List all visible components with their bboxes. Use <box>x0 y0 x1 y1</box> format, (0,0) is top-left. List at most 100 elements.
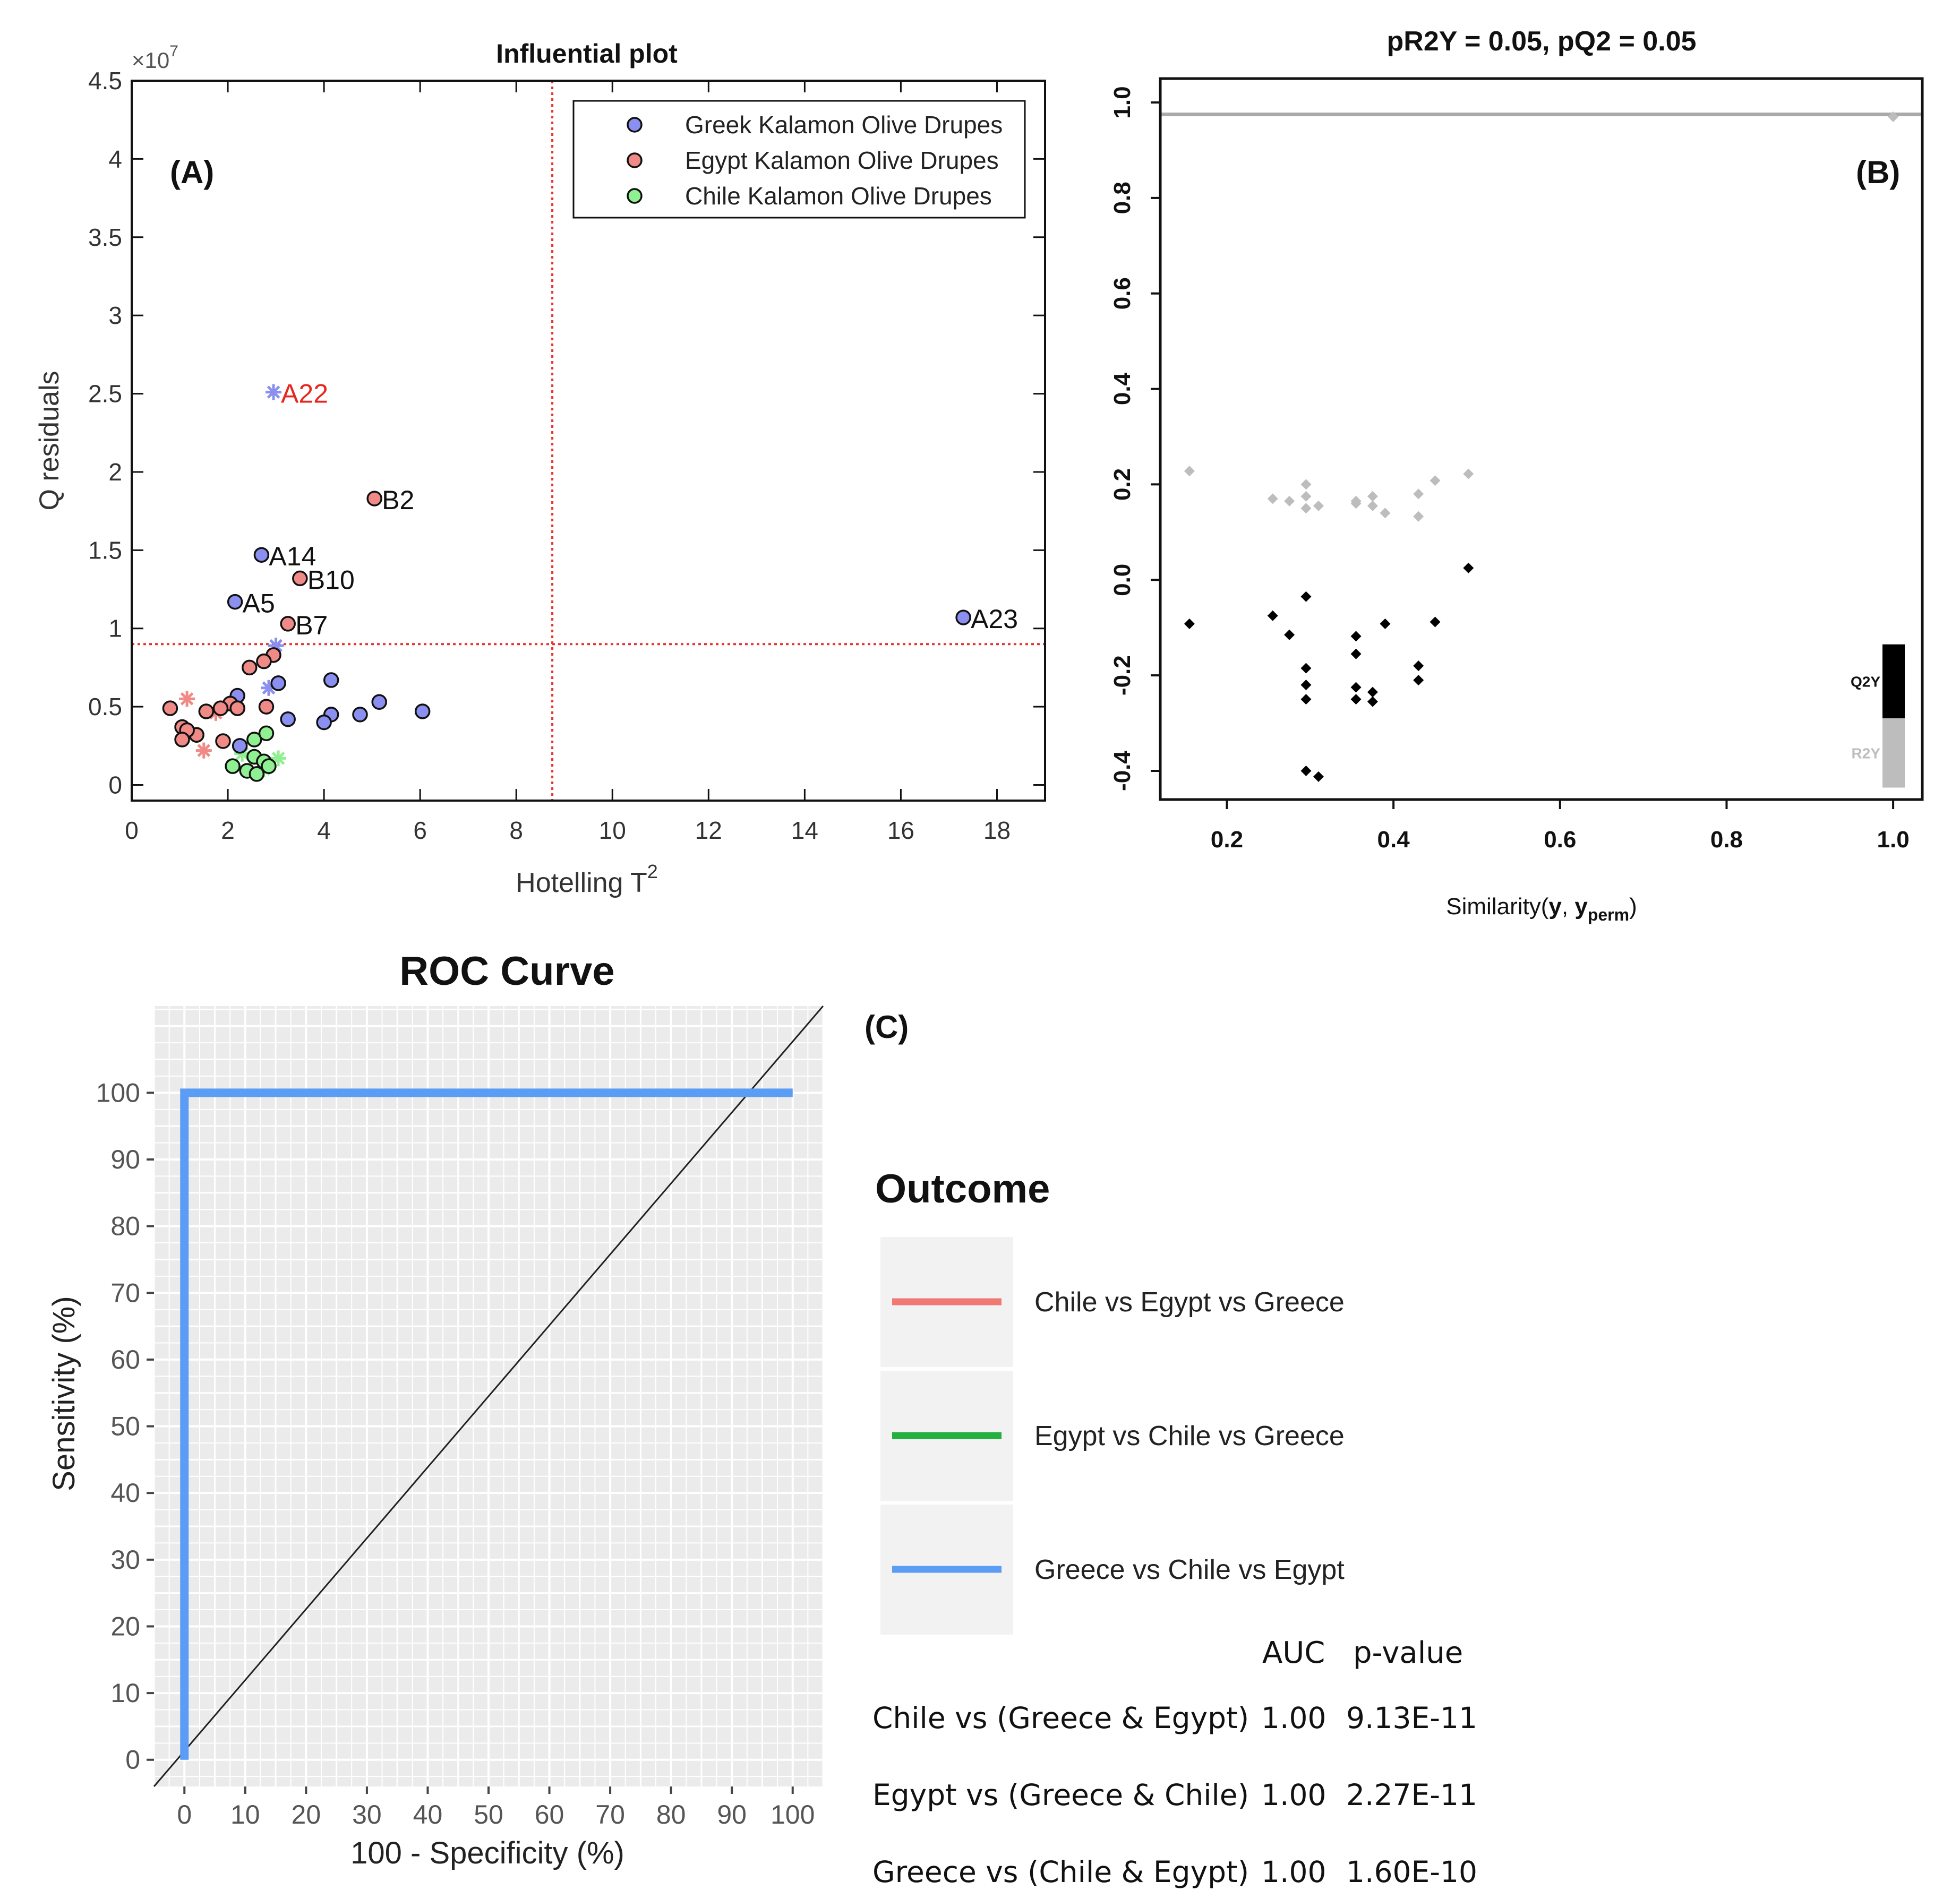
x-tick-label: 0.2 <box>1211 827 1243 853</box>
data-point <box>256 653 272 669</box>
table-row-auc: 1.00 <box>1261 1855 1326 1889</box>
r2y-point <box>1284 495 1295 506</box>
r2y-point <box>1300 491 1312 502</box>
chart-a-panel-label: (A) <box>170 154 214 190</box>
legend-label: Chile vs Egypt vs Greece <box>1034 1287 1345 1318</box>
data-point <box>258 699 275 715</box>
q2y-point <box>1184 618 1195 630</box>
x-tick-label: 14 <box>791 817 818 844</box>
x-tick-label: 4 <box>317 817 331 844</box>
legend-marker <box>627 152 643 168</box>
chart-b-x-axis-label: Similarity(y, yperm) <box>1446 894 1637 924</box>
legend-marker <box>627 117 643 133</box>
x-tick-label: 80 <box>656 1800 686 1829</box>
data-point <box>242 659 258 676</box>
x-tick-label: 60 <box>535 1800 564 1829</box>
x-tick-label: 10 <box>599 817 626 844</box>
data-point <box>371 694 387 710</box>
y-tick-label: 0.4 <box>1109 372 1135 405</box>
table-header-pvalue: p-value <box>1353 1636 1463 1670</box>
point-label: A22 <box>281 379 328 409</box>
chart-b-title: pR2Y = 0.05, pQ2 = 0.05 <box>1387 26 1697 57</box>
y-tick-label: 4 <box>108 145 122 173</box>
data-point <box>414 703 431 719</box>
y-tick-label: 1.0 <box>1109 86 1135 118</box>
q2y-point <box>1350 682 1362 693</box>
data-point <box>292 570 308 587</box>
data-point <box>323 672 339 688</box>
r2y-bar <box>1882 718 1905 788</box>
q2y-point <box>1267 610 1278 621</box>
q2y-point <box>1367 696 1378 707</box>
chart-c-y-axis-label: Sensitivity (%) <box>47 1296 81 1491</box>
x-tick-label: 40 <box>413 1800 443 1829</box>
q2y-point <box>1350 631 1362 642</box>
legend-label: Chile Kalamon Olive Drupes <box>685 182 992 210</box>
x-tick-label: 6 <box>413 817 427 844</box>
x-tick-label: 0.6 <box>1544 827 1576 853</box>
table-row-pvalue: 2.27E-11 <box>1346 1778 1477 1812</box>
r2y-point <box>1350 498 1362 509</box>
q2y-point <box>1380 618 1391 630</box>
x-tick-label: 30 <box>352 1800 382 1829</box>
q2y-point <box>1313 771 1324 782</box>
table-row-pvalue: 1.60E-10 <box>1346 1855 1477 1889</box>
y-tick-label: 40 <box>110 1478 140 1508</box>
data-point <box>198 703 215 719</box>
y-tick-label: 0.6 <box>1109 277 1135 310</box>
chart-c-legend: Chile vs Egypt vs Greece Egypt vs Chile v… <box>880 1237 1345 1635</box>
y-tick-label: 0.2 <box>1109 468 1135 501</box>
legend-label: Egypt vs Chile vs Greece <box>1034 1421 1345 1451</box>
y-tick-label: 0.5 <box>88 693 122 720</box>
y-tick-label: 2.5 <box>88 380 122 408</box>
q2y-point <box>1284 629 1295 640</box>
r2y-point <box>1300 479 1312 490</box>
data-point <box>249 766 265 782</box>
q2y-point <box>1350 648 1362 659</box>
r2y-bar-label: R2Y <box>1852 745 1881 761</box>
chart-c-legend-title: Outcome <box>875 1166 1050 1212</box>
data-point <box>232 738 248 754</box>
legend-label: Egypt Kalamon Olive Drupes <box>685 147 999 174</box>
q2y-point <box>1300 591 1312 602</box>
q2y-point <box>1413 675 1424 686</box>
r2y-point <box>1313 500 1324 511</box>
x-tick-label: 20 <box>292 1800 321 1829</box>
chart-c-x-axis-label: 100 - Specificity (%) <box>350 1836 624 1870</box>
x-tick-label: 0.4 <box>1377 827 1410 853</box>
legend-marker <box>627 188 643 204</box>
x-tick-label: 16 <box>887 817 914 844</box>
r2y-point <box>1184 466 1195 477</box>
star-point <box>179 691 195 707</box>
x-tick-label: 10 <box>230 1800 260 1829</box>
r2y-point <box>1380 508 1391 519</box>
y-tick-label: 80 <box>110 1212 140 1241</box>
table-row-pvalue: 9.13E-11 <box>1346 1701 1477 1735</box>
q2y-point <box>1430 616 1441 628</box>
data-point <box>174 732 190 748</box>
x-tick-label: 12 <box>695 817 722 844</box>
y-tick-label: 1.5 <box>88 536 122 564</box>
table-header-auc: AUC <box>1262 1636 1325 1670</box>
r2y-point <box>1300 503 1312 514</box>
y-tick-label: 0 <box>125 1745 140 1775</box>
data-point <box>955 609 971 625</box>
r2y-point <box>1463 468 1474 479</box>
chart-a-legend: Greek Kalamon Olive Drupes Egypt Kalamon … <box>572 100 1026 219</box>
data-point <box>258 725 275 741</box>
chart-b-panel-label: (B) <box>1856 154 1900 190</box>
point-label: B2 <box>382 485 414 515</box>
y-tick-label: -0.2 <box>1109 655 1135 695</box>
star-point <box>261 680 277 696</box>
auc-table: AUC p-value Chile vs (Greece & Egypt) 1.00 9… <box>872 1636 1477 1889</box>
q2y-point <box>1350 694 1362 705</box>
y-tick-label: 4.5 <box>88 67 122 94</box>
data-point <box>253 547 270 563</box>
point-label: A5 <box>243 589 275 618</box>
r2y-point <box>1367 491 1378 502</box>
permutation-plot-panel: pR2Y = 0.05, pQ2 = 0.05 Q2Y R2Y 0.2 0.4 0.6… <box>1109 26 1924 924</box>
table-row-label: Chile vs (Greece & Egypt) <box>872 1701 1249 1735</box>
q2y-point <box>1300 694 1312 705</box>
legend-label: Greece vs Chile vs Egypt <box>1034 1554 1345 1585</box>
